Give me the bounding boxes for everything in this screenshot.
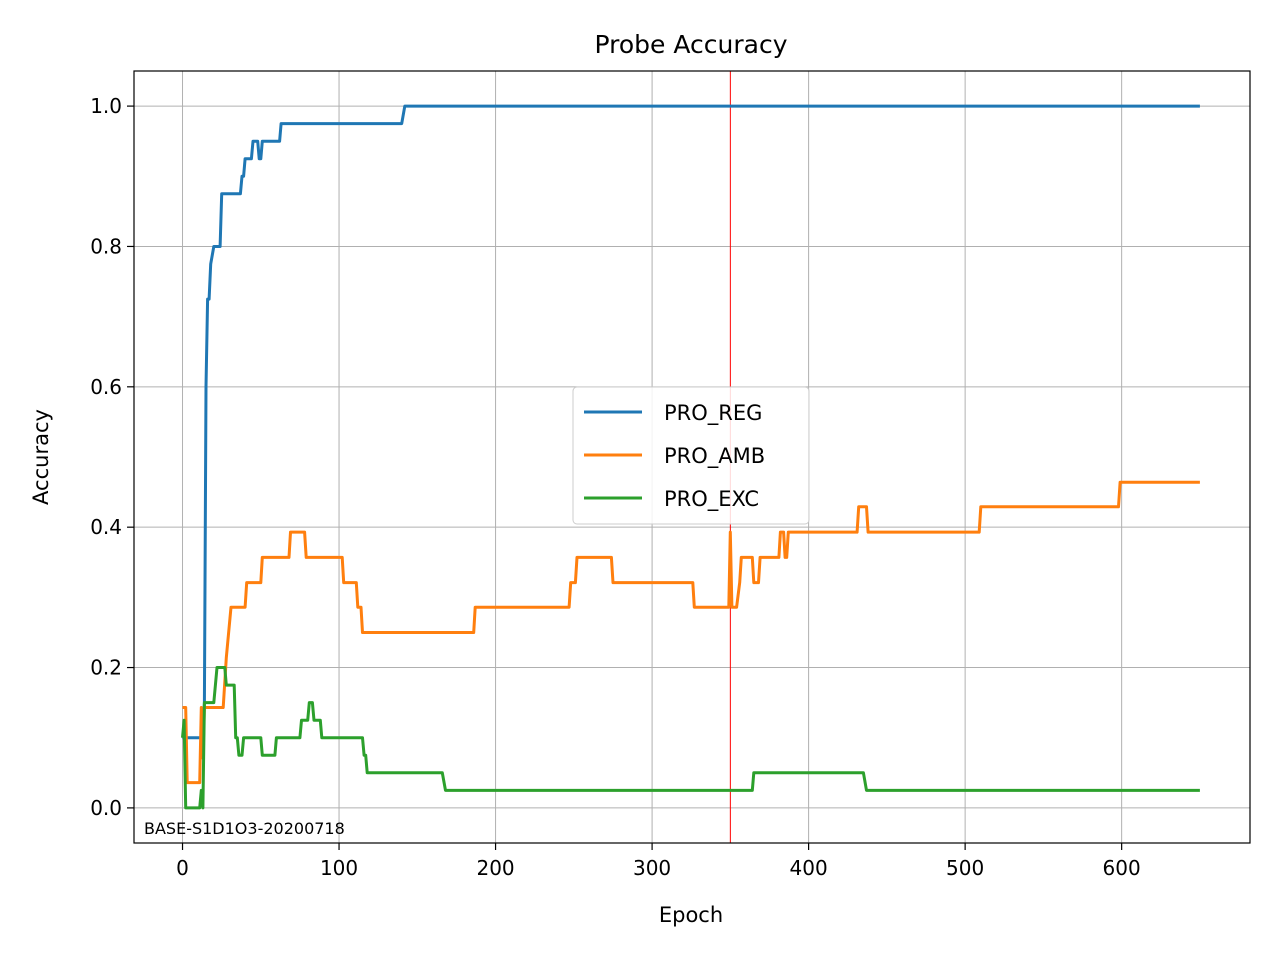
x-axis-ticks: 0 100 200 300 400 500 600 [176,843,1141,880]
x-tick-label: 300 [633,856,671,880]
legend-label: PRO_AMB [664,444,765,469]
series-line-pro-amb [182,480,1200,785]
plot-frame [133,70,1251,844]
x-axis-label: Epoch [659,903,723,927]
y-tick-label: 1.0 [90,94,122,118]
y-tick-label: 0.6 [90,375,122,399]
x-tick-label: 600 [1103,856,1141,880]
y-tick-label: 0.2 [90,656,122,680]
chart-title: Probe Accuracy [595,30,788,59]
series-line-pro-reg [182,104,1200,740]
x-tick-label: 500 [946,856,984,880]
legend-label: PRO_REG [664,401,762,426]
x-tick-label: 200 [476,856,514,880]
legend: PRO_REG PRO_AMB PRO_EXC [572,386,810,525]
series-group [181,104,1200,810]
y-tick-label: 0.8 [90,234,122,258]
y-axis-ticks: 0.0 0.2 0.4 0.6 0.8 1.0 [90,94,134,820]
x-tick-label: 400 [790,856,828,880]
series-line-pro-exc [181,666,1200,810]
y-tick-label: 0.4 [90,515,122,539]
legend-label: PRO_EXC [664,487,759,512]
y-tick-label: 0.0 [90,796,122,820]
run-annotation: BASE-S1D1O3-20200718 [144,819,345,838]
x-tick-label: 0 [176,856,189,880]
y-axis-label: Accuracy [29,409,53,505]
legend-box [572,386,810,525]
x-tick-label: 100 [320,856,358,880]
